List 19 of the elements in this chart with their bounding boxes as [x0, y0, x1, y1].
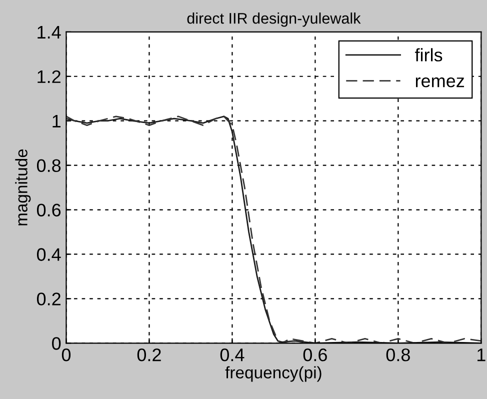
legend-label: remez [416, 77, 464, 88]
x-tick-label: 0.2 [137, 348, 161, 362]
y-tick-label: 0 [52, 337, 61, 350]
y-tick-label: 0.4 [36, 248, 61, 261]
x-tick-label: 0.8 [386, 348, 410, 362]
y-tick-label: 1 [52, 114, 60, 128]
y-tick-label: 0.2 [36, 292, 60, 306]
chart-title: direct IIR design-yulewalk [187, 12, 361, 27]
x-tick-label: 0.4 [220, 348, 244, 362]
y-axis-title: magnitude [15, 149, 31, 226]
x-axis-title: frequency(pi) [225, 366, 322, 382]
x-tick-label: 0.6 [303, 348, 327, 362]
x-tick-label: 1 [478, 348, 486, 362]
y-tick-label: 0.8 [36, 159, 61, 172]
y-tick-label: 0.6 [36, 204, 61, 216]
x-tick-label: 0 [62, 348, 71, 362]
y-tick-label: 1.2 [38, 70, 60, 83]
legend-label: firls [415, 48, 442, 62]
y-tick-label: 1.4 [38, 26, 61, 38]
